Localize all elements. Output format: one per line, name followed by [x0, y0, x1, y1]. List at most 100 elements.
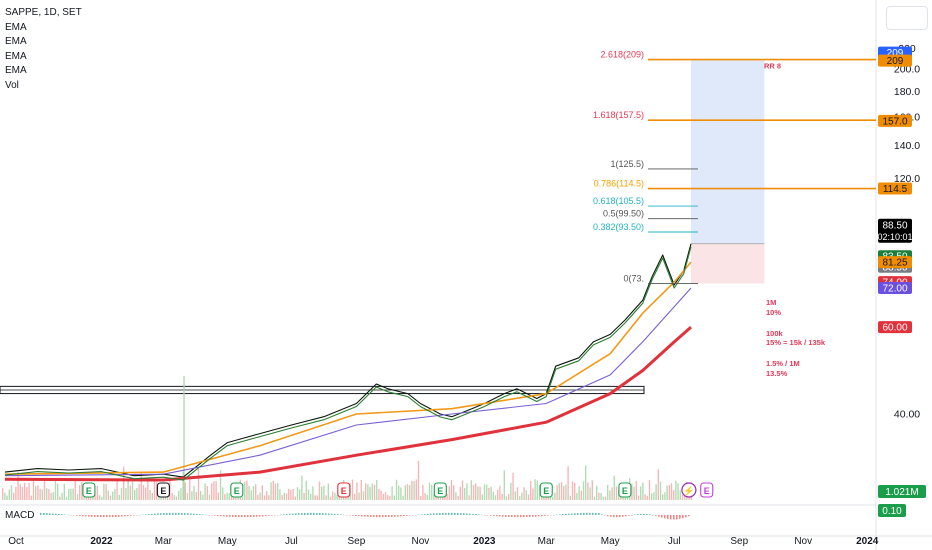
volume-bar	[228, 493, 230, 500]
volume-bar	[378, 489, 380, 500]
indicator-volume[interactable]: Vol	[5, 79, 19, 91]
indicator-ema-1[interactable]: EMA	[5, 21, 27, 33]
volume-bar	[136, 487, 138, 500]
event-marker[interactable]: E	[539, 482, 553, 498]
macd-histogram-bar	[316, 512, 318, 515]
price-tag[interactable]: 60.00	[878, 321, 912, 334]
price-tag-bg	[878, 54, 912, 67]
event-marker[interactable]: E	[700, 482, 714, 498]
macd-tag-text: 0.10	[882, 506, 902, 517]
macd-histogram-bar	[106, 515, 108, 518]
volume-bar	[305, 480, 307, 500]
volume-bar	[354, 493, 356, 500]
macd-histogram-bar	[370, 515, 372, 517]
volume-bar	[252, 486, 255, 500]
volume-bar	[321, 486, 323, 500]
macd-histogram-bar	[322, 513, 324, 515]
macd-histogram-bar	[673, 515, 675, 520]
volume-bar	[59, 496, 61, 500]
volume-bar	[241, 496, 244, 500]
volume-bar	[424, 493, 426, 500]
volume-bar	[26, 487, 28, 500]
volume-bar	[171, 492, 173, 500]
event-marker[interactable]: E	[618, 482, 632, 498]
volume-bar	[461, 480, 464, 500]
event-marker[interactable]: E	[337, 482, 351, 498]
macd-histogram-bar	[217, 515, 219, 516]
fib-level-label: 0.786(114.5)	[594, 179, 644, 189]
event-marker[interactable]: E	[156, 482, 170, 498]
volume-bar	[417, 460, 420, 500]
macd-histogram-bar	[79, 515, 81, 516]
event-marker[interactable]: ⚡	[681, 482, 697, 498]
volume-bar	[516, 487, 519, 500]
volume-bar	[492, 491, 494, 500]
volume-bar	[560, 482, 563, 500]
event-marker[interactable]: E	[433, 482, 447, 498]
x-tick-label: 2024	[856, 536, 879, 547]
volume-bar	[538, 484, 541, 500]
chart-settings-button[interactable]	[886, 6, 928, 30]
volume-bar	[602, 496, 604, 500]
volume-bar	[272, 480, 274, 500]
macd-histogram-bar	[196, 513, 198, 515]
indicator-ema-3[interactable]: EMA	[5, 50, 27, 62]
symbol-title[interactable]: SAPPE, 1D, SET	[5, 7, 82, 18]
event-marker[interactable]: E	[82, 482, 96, 498]
macd-histogram-bar	[565, 513, 567, 515]
macd-histogram-bar	[184, 513, 186, 515]
macd-histogram-bar	[382, 515, 384, 518]
macd-histogram-bar	[52, 513, 54, 515]
volume-bar	[556, 485, 558, 500]
volume-bar	[457, 495, 459, 500]
macd-histogram-bar	[304, 512, 306, 515]
price-tag[interactable]: 72.00	[878, 282, 912, 295]
price-tag[interactable]: 114.5	[878, 182, 912, 196]
event-marker[interactable]: E	[230, 482, 244, 498]
volume-bar	[589, 487, 591, 500]
volume-bar	[409, 485, 411, 500]
price-tag[interactable]: 81.25	[878, 256, 912, 269]
volume-bar	[215, 481, 217, 500]
volume-bar	[193, 485, 195, 500]
volume-bar	[277, 482, 279, 500]
indicator-ema-2[interactable]: EMA	[5, 36, 27, 47]
x-tick-label: May	[218, 536, 237, 547]
volume-bar	[61, 493, 63, 500]
volume-bar	[479, 486, 481, 500]
volume-bar	[503, 470, 505, 500]
macd-histogram-bar	[187, 513, 189, 515]
price-series-line	[4, 261, 692, 475]
price-tag[interactable]: 209	[878, 54, 912, 67]
volume-bar	[186, 493, 189, 500]
event-box	[700, 482, 714, 498]
macd-histogram-bar	[448, 512, 450, 515]
macd-histogram-bar	[190, 513, 192, 515]
volume-bar	[433, 494, 435, 500]
volume-bar	[673, 490, 675, 500]
price-tag-bg	[878, 256, 912, 269]
event-box	[337, 482, 351, 498]
volume-bar	[248, 485, 250, 500]
x-tick-label: Nov	[411, 536, 429, 547]
volume-bar	[263, 495, 266, 500]
volume-bar	[105, 484, 107, 500]
price-tag[interactable]: 157.0	[878, 114, 912, 128]
volume-bar	[356, 482, 358, 500]
x-tick-label: Jul	[285, 536, 298, 547]
volume-bar	[384, 492, 387, 500]
volume-bar	[50, 492, 52, 500]
position-note: 100k	[766, 329, 784, 338]
macd-histogram-bar	[430, 513, 432, 515]
indicator-ema-4[interactable]: EMA	[5, 65, 27, 76]
volume-bar	[604, 496, 607, 500]
volume-bar	[558, 483, 560, 500]
volume-bar	[292, 488, 294, 500]
volume-bar	[591, 480, 593, 500]
volume-bar	[545, 495, 547, 500]
volume-bar	[637, 495, 640, 500]
price-tag-text: 81.25	[882, 258, 907, 269]
volume-bar	[332, 491, 334, 500]
